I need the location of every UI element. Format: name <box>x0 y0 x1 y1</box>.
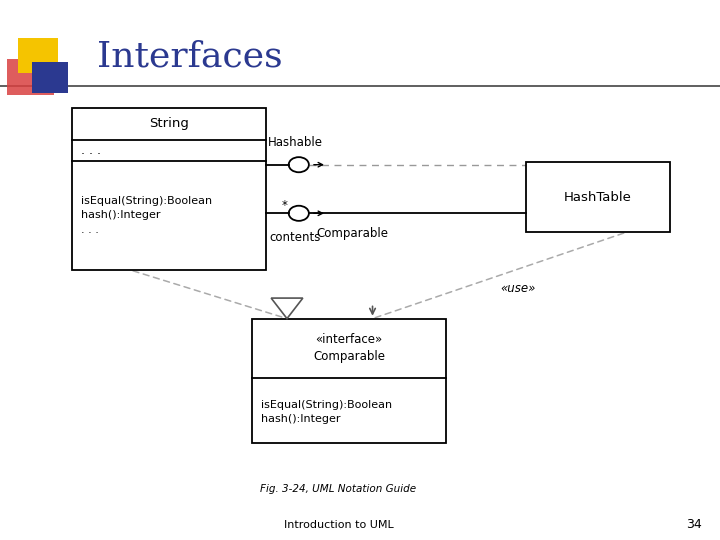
FancyBboxPatch shape <box>252 319 446 443</box>
Text: contents: contents <box>269 231 321 244</box>
Text: Fig. 3-24, UML Notation Guide: Fig. 3-24, UML Notation Guide <box>261 484 416 494</box>
Text: «interface»
Comparable: «interface» Comparable <box>313 333 385 363</box>
FancyBboxPatch shape <box>18 38 58 73</box>
Text: Hashable: Hashable <box>268 136 323 148</box>
Text: . . .: . . . <box>81 144 102 157</box>
Text: «use»: «use» <box>500 282 536 295</box>
FancyBboxPatch shape <box>526 162 670 232</box>
Text: Introduction to UML: Introduction to UML <box>284 520 393 530</box>
Text: *: * <box>282 199 292 212</box>
FancyBboxPatch shape <box>72 108 266 270</box>
Text: HashTable: HashTable <box>564 191 631 204</box>
Text: isEqual(String):Boolean
hash():Integer: isEqual(String):Boolean hash():Integer <box>261 400 392 424</box>
FancyBboxPatch shape <box>32 62 68 93</box>
Text: Comparable: Comparable <box>317 227 389 240</box>
Text: 34: 34 <box>686 518 702 531</box>
Text: isEqual(String):Boolean
hash():Integer
. . .: isEqual(String):Boolean hash():Integer .… <box>81 196 212 235</box>
Text: String: String <box>149 117 189 130</box>
FancyBboxPatch shape <box>7 59 54 94</box>
Text: Interfaces: Interfaces <box>97 40 283 73</box>
